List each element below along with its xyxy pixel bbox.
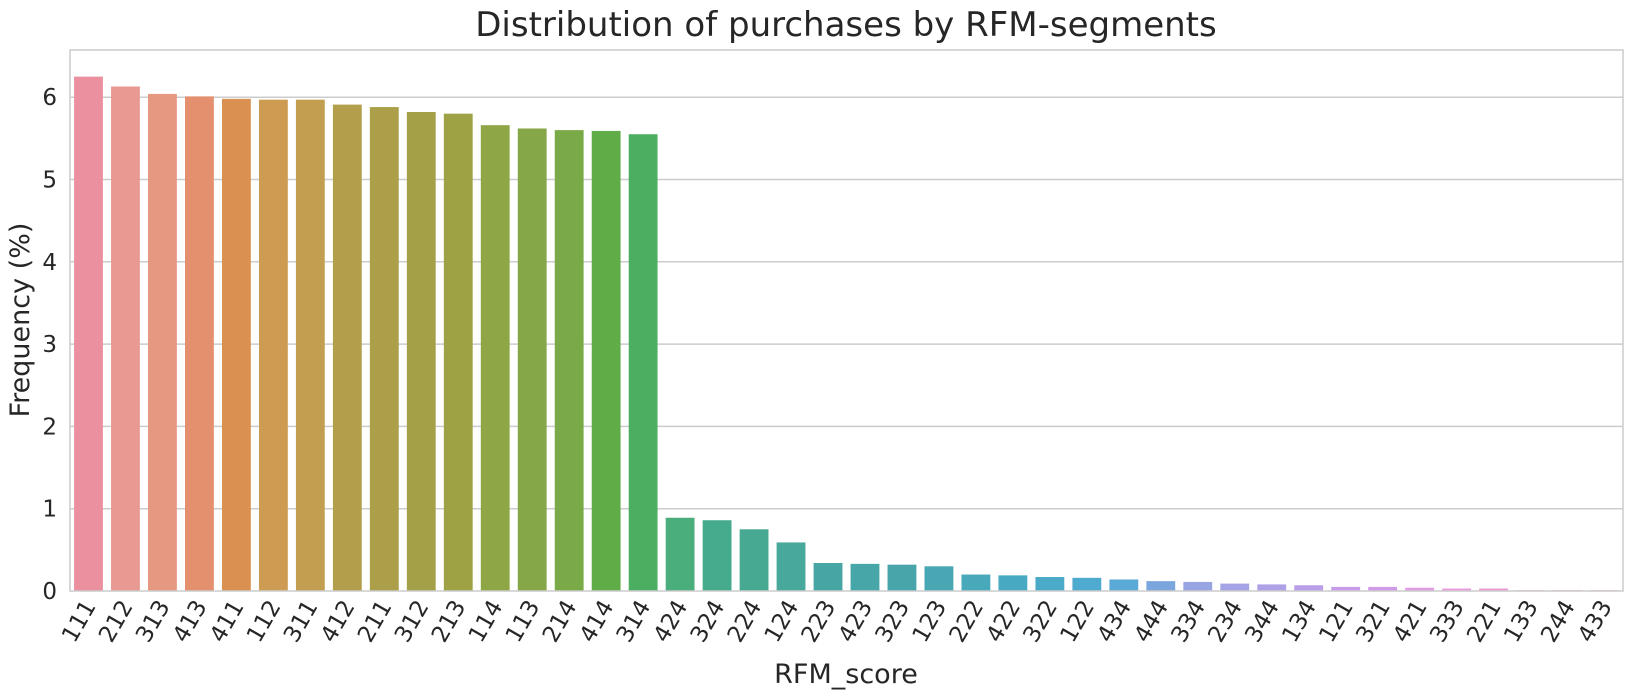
bar-111 bbox=[74, 76, 103, 591]
x-tick-label: 413 bbox=[168, 596, 212, 647]
bar-421 bbox=[1405, 587, 1435, 591]
x-tick-label: 323 bbox=[871, 596, 915, 647]
x-tick-label: 234 bbox=[1203, 596, 1247, 647]
x-tick-label: 433 bbox=[1573, 596, 1617, 647]
bar-422 bbox=[998, 575, 1028, 591]
bar-434 bbox=[1109, 579, 1139, 591]
bar-213 bbox=[443, 113, 473, 591]
x-tick-label: 221 bbox=[1462, 596, 1506, 647]
bar-113 bbox=[517, 128, 547, 591]
x-tick-label: 334 bbox=[1167, 596, 1211, 647]
x-tick-label: 434 bbox=[1093, 596, 1137, 647]
x-tick-label: 113 bbox=[501, 596, 545, 647]
x-tick-label: 214 bbox=[538, 596, 582, 647]
bar-314 bbox=[628, 134, 658, 592]
bar-124 bbox=[776, 542, 806, 591]
x-tick-label: 211 bbox=[353, 596, 397, 647]
bar-414 bbox=[591, 130, 621, 591]
bar-444 bbox=[1146, 581, 1176, 591]
bar-334 bbox=[1183, 581, 1213, 591]
bar-423 bbox=[850, 563, 880, 591]
y-tick-labels: 0 1 2 3 4 5 6 bbox=[42, 85, 57, 605]
x-tick-label: 244 bbox=[1536, 596, 1580, 647]
y-tick-label: 1 bbox=[42, 497, 57, 523]
bar-123 bbox=[924, 566, 954, 591]
x-tick-label: 324 bbox=[686, 596, 730, 647]
x-tick-label: 444 bbox=[1130, 596, 1174, 647]
x-tick-label: 423 bbox=[834, 596, 878, 647]
bar-312 bbox=[406, 112, 436, 591]
y-tick-label: 3 bbox=[42, 332, 57, 358]
x-tick-label: 321 bbox=[1351, 596, 1395, 647]
bar-321 bbox=[1368, 586, 1398, 591]
bar-112 bbox=[258, 99, 288, 591]
bar-212 bbox=[111, 86, 140, 591]
y-tick-label: 2 bbox=[42, 414, 57, 440]
bar-311 bbox=[295, 99, 325, 591]
bar-411 bbox=[221, 98, 251, 591]
x-tick-label: 311 bbox=[279, 596, 323, 647]
x-tick-label: 312 bbox=[390, 596, 434, 647]
bar-224 bbox=[739, 529, 769, 591]
bar-221 bbox=[1479, 588, 1509, 591]
plot-frame bbox=[69, 49, 1624, 592]
x-tick-label: 422 bbox=[982, 596, 1026, 647]
x-tick-label: 421 bbox=[1388, 596, 1432, 647]
x-tick-label: 114 bbox=[464, 596, 508, 647]
bars bbox=[74, 76, 1619, 592]
bar-424 bbox=[665, 517, 695, 591]
x-tick-label: 124 bbox=[760, 596, 804, 647]
x-tick-label: 112 bbox=[242, 596, 286, 647]
y-axis-label: Frequency (%) bbox=[5, 223, 36, 418]
x-tick-label: 412 bbox=[316, 596, 360, 647]
bar-313 bbox=[148, 93, 177, 592]
bar-323 bbox=[887, 564, 917, 591]
x-tick-label: 133 bbox=[1499, 596, 1543, 647]
x-tick-label: 344 bbox=[1240, 596, 1284, 647]
x-tick-label: 414 bbox=[575, 596, 619, 647]
x-tick-label: 333 bbox=[1425, 596, 1469, 647]
x-tick-label: 212 bbox=[94, 596, 138, 647]
x-tick-label: 121 bbox=[1314, 596, 1358, 647]
y-tick-label: 5 bbox=[42, 168, 57, 194]
bar-134 bbox=[1294, 585, 1324, 591]
x-tick-label: 223 bbox=[797, 596, 841, 647]
x-tick-label: 222 bbox=[945, 596, 989, 647]
x-tick-label: 123 bbox=[908, 596, 952, 647]
bar-222 bbox=[961, 574, 991, 591]
bar-322 bbox=[1035, 577, 1065, 591]
x-tick-label: 322 bbox=[1019, 596, 1063, 647]
bar-234 bbox=[1220, 583, 1250, 591]
x-tick-label: 424 bbox=[649, 596, 693, 647]
bar-412 bbox=[332, 104, 362, 592]
x-tick-label: 122 bbox=[1056, 596, 1100, 647]
gridlines bbox=[70, 96, 1623, 510]
x-tick-label: 411 bbox=[205, 596, 249, 647]
bar-344 bbox=[1257, 584, 1287, 591]
bar-114 bbox=[480, 125, 510, 591]
x-tick-labels: 1112123134134111123114122113122131141132… bbox=[57, 596, 1617, 647]
x-axis-label: RFM_score bbox=[774, 659, 918, 690]
bar-333 bbox=[1442, 588, 1472, 591]
x-tick-label: 313 bbox=[131, 596, 175, 647]
x-tick-label: 111 bbox=[57, 596, 101, 647]
x-tick-label: 314 bbox=[612, 596, 656, 647]
bar-121 bbox=[1331, 586, 1361, 591]
bar-122 bbox=[1072, 577, 1102, 591]
x-tick-label: 224 bbox=[723, 596, 767, 647]
bar-413 bbox=[184, 96, 214, 591]
chart-title: Distribution of purchases by RFM-segment… bbox=[475, 5, 1216, 45]
bar-214 bbox=[554, 130, 584, 591]
bar-211 bbox=[369, 107, 399, 592]
bar-324 bbox=[702, 520, 732, 591]
y-tick-label: 6 bbox=[42, 85, 57, 111]
bar-223 bbox=[813, 563, 843, 591]
x-tick-label: 134 bbox=[1277, 596, 1321, 647]
y-tick-label: 4 bbox=[42, 250, 57, 276]
y-tick-label: 0 bbox=[42, 579, 57, 605]
x-tick-label: 213 bbox=[427, 596, 471, 647]
